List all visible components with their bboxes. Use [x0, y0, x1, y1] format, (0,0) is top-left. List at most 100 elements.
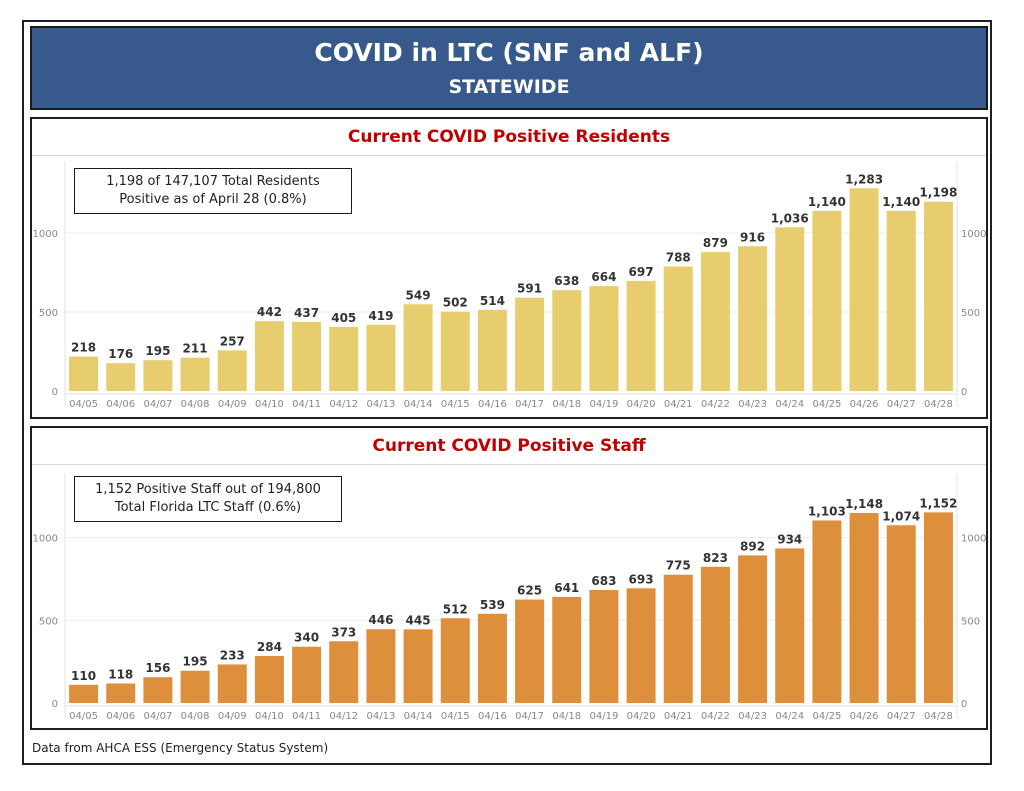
- x-tick-label: 04/28: [924, 711, 953, 722]
- x-tick-label: 04/08: [181, 711, 210, 722]
- bar: [69, 356, 99, 391]
- y-tick-label: 1000: [33, 229, 58, 240]
- bar-value-label: 512: [443, 602, 468, 616]
- bar: [886, 210, 916, 391]
- bar: [700, 252, 730, 391]
- bar: [626, 280, 656, 391]
- bar-value-label: 156: [145, 661, 170, 675]
- bar: [180, 357, 210, 391]
- x-tick-label: 04/23: [738, 711, 767, 722]
- bar: [217, 350, 247, 391]
- x-tick-label: 04/26: [850, 399, 879, 410]
- bar: [663, 266, 693, 391]
- bar: [663, 574, 693, 703]
- x-tick-label: 04/27: [887, 711, 916, 722]
- bar: [923, 201, 953, 391]
- bar-value-label: 195: [145, 344, 170, 358]
- x-tick-label: 04/06: [106, 399, 135, 410]
- x-tick-label: 04/20: [627, 711, 656, 722]
- x-tick-label: 04/21: [664, 711, 693, 722]
- bar: [515, 297, 545, 391]
- bar-value-label: 257: [220, 334, 245, 348]
- bar-value-label: 405: [331, 311, 356, 325]
- x-tick-label: 04/16: [478, 711, 507, 722]
- x-tick-label: 04/22: [701, 399, 730, 410]
- x-tick-label: 04/21: [664, 399, 693, 410]
- bar: [106, 683, 136, 703]
- bar: [180, 670, 210, 703]
- bar: [477, 613, 507, 703]
- bar-value-label: 284: [257, 640, 282, 654]
- bar-value-label: 437: [294, 306, 319, 320]
- bar: [440, 618, 470, 703]
- y-tick-label: 0: [52, 699, 58, 710]
- bar-value-label: 788: [666, 250, 691, 264]
- bar: [403, 629, 433, 703]
- bar: [552, 596, 582, 703]
- residents-chart: 0 0 500 500 1000 1000 218 04/05 176 04/06 195 04/07…: [33, 161, 986, 410]
- bar: [440, 311, 470, 391]
- bar: [106, 363, 136, 391]
- y-tick-label: 1000: [33, 534, 58, 545]
- bar: [292, 646, 322, 703]
- bar: [738, 246, 768, 391]
- bar: [366, 324, 396, 391]
- x-tick-label: 04/10: [255, 711, 284, 722]
- x-tick-label: 04/19: [590, 711, 619, 722]
- x-tick-label: 04/24: [775, 711, 804, 722]
- bar-value-label: 1,140: [882, 195, 920, 209]
- bar-value-label: 683: [591, 574, 616, 588]
- bar: [775, 548, 805, 703]
- x-tick-label: 04/24: [775, 399, 804, 410]
- x-tick-label: 04/22: [701, 711, 730, 722]
- bar: [329, 641, 359, 703]
- y-tick-label: 500: [39, 308, 58, 319]
- bar: [254, 655, 284, 703]
- y-tick-label-right: 0: [961, 387, 967, 398]
- x-tick-label: 04/13: [367, 711, 396, 722]
- bar-value-label: 1,198: [919, 186, 957, 200]
- bar: [329, 327, 359, 391]
- bar: [552, 290, 582, 391]
- bar: [589, 589, 619, 703]
- x-tick-label: 04/25: [813, 711, 842, 722]
- bar: [366, 629, 396, 703]
- bar-value-label: 514: [480, 294, 505, 308]
- bar: [812, 520, 842, 703]
- bar: [775, 227, 805, 391]
- x-tick-label: 04/17: [515, 711, 544, 722]
- x-tick-label: 04/07: [144, 399, 173, 410]
- bar-value-label: 664: [591, 270, 616, 284]
- residents-annotation-box: 1,198 of 147,107 Total Residents Positiv…: [74, 168, 352, 214]
- bar-value-label: 934: [777, 532, 802, 546]
- bar: [923, 512, 953, 703]
- bar: [217, 664, 247, 703]
- bar-value-label: 442: [257, 305, 282, 319]
- data-source-footer: Data from AHCA ESS (Emergency Status Sys…: [32, 741, 329, 755]
- bar-value-label: 1,140: [808, 195, 846, 209]
- panel-divider: [32, 155, 986, 156]
- x-tick-label: 04/13: [367, 399, 396, 410]
- bar: [700, 566, 730, 703]
- bar: [812, 210, 842, 391]
- bar-value-label: 1,103: [808, 504, 846, 518]
- bar-value-label: 1,283: [845, 172, 883, 186]
- bar-value-label: 419: [368, 309, 393, 323]
- bar-value-label: 638: [554, 274, 579, 288]
- bar: [292, 321, 322, 391]
- x-tick-label: 04/14: [404, 711, 433, 722]
- y-tick-label-right: 0: [961, 699, 967, 710]
- bar: [403, 304, 433, 391]
- bar-value-label: 176: [108, 347, 133, 361]
- y-tick-label-right: 500: [961, 616, 980, 627]
- bar-value-label: 1,152: [919, 496, 957, 510]
- x-tick-label: 04/25: [813, 399, 842, 410]
- residents-chart-title: Current COVID Positive Residents: [347, 127, 671, 147]
- x-tick-label: 04/09: [218, 399, 247, 410]
- x-tick-label: 04/12: [329, 711, 358, 722]
- x-tick-label: 04/18: [552, 711, 581, 722]
- bar-value-label: 823: [703, 551, 728, 565]
- x-tick-label: 04/15: [441, 399, 470, 410]
- y-tick-label-right: 1000: [961, 229, 986, 240]
- x-tick-label: 04/20: [627, 399, 656, 410]
